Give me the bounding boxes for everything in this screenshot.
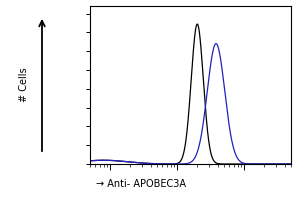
Text: # Cells: # Cells [19,68,29,102]
Text: → Anti- APOBEC3A: → Anti- APOBEC3A [96,179,186,189]
